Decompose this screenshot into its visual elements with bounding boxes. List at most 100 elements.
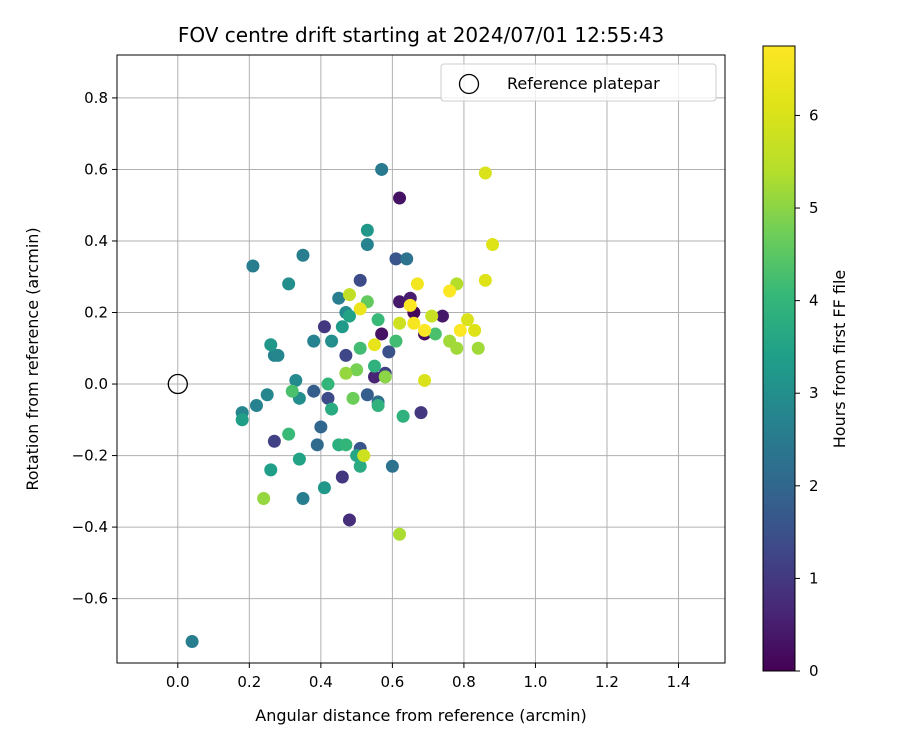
data-point: [360, 238, 374, 252]
data-point: [296, 491, 310, 505]
data-point: [339, 438, 353, 452]
colorbar-gradient: [762, 45, 796, 672]
data-point: [360, 223, 374, 237]
x-tick-label: 0.0: [166, 673, 190, 691]
data-point: [350, 363, 364, 377]
y-tick-label: 0.8: [84, 89, 108, 107]
chart-title: FOV centre drift starting at 2024/07/01 …: [178, 23, 664, 47]
data-point: [450, 341, 464, 355]
data-point: [478, 166, 492, 180]
data-point: [382, 345, 396, 359]
data-point: [310, 438, 324, 452]
data-point: [418, 373, 432, 387]
data-point: [332, 291, 346, 305]
colorbar-tick-label: 5: [809, 199, 819, 217]
data-point: [264, 338, 278, 352]
data-point: [235, 413, 249, 427]
data-point: [339, 348, 353, 362]
data-point: [264, 463, 278, 477]
data-point: [389, 334, 403, 348]
data-point: [403, 298, 417, 312]
data-point: [292, 452, 306, 466]
x-tick-label: 1.0: [524, 673, 548, 691]
y-tick-label: −0.2: [72, 447, 108, 465]
colorbar-tick-label: 3: [809, 384, 819, 402]
data-point: [385, 459, 399, 473]
colorbar-tick-label: 0: [809, 662, 819, 680]
data-point: [418, 323, 432, 337]
data-point: [314, 420, 328, 434]
data-point: [321, 377, 335, 391]
data-point: [342, 309, 356, 323]
data-point: [353, 273, 367, 287]
colorbar-tick-label: 4: [809, 292, 819, 310]
data-point: [468, 323, 482, 337]
data-point: [353, 302, 367, 316]
data-point: [325, 334, 339, 348]
x-tick-label: 1.2: [595, 673, 619, 691]
x-tick-label: 0.4: [309, 673, 333, 691]
data-points: [185, 162, 500, 649]
colorbar-tick-label: 1: [809, 569, 819, 587]
data-point: [342, 288, 356, 302]
data-point: [393, 316, 407, 330]
data-point: [368, 359, 382, 373]
data-point: [289, 373, 303, 387]
data-point: [339, 366, 353, 380]
x-axis-label: Angular distance from reference (arcmin): [255, 706, 586, 725]
data-point: [486, 238, 500, 252]
data-point: [307, 334, 321, 348]
data-point: [257, 491, 271, 505]
reference-marker: [167, 373, 188, 395]
data-point: [478, 273, 492, 287]
x-tick-label: 0.2: [237, 673, 261, 691]
y-tick-label: −0.4: [72, 518, 108, 536]
data-point: [335, 320, 349, 334]
data-point: [460, 313, 474, 327]
data-point: [271, 348, 285, 362]
data-point: [325, 402, 339, 416]
data-point: [353, 341, 367, 355]
data-point: [393, 527, 407, 541]
colorbar-tick-label: 6: [809, 106, 819, 124]
colorbar: 0 1 2 3 4 5 6 Hours from first FF file: [762, 45, 849, 680]
y-tick-label: 0.6: [84, 160, 108, 178]
y-tick-label: 0.0: [84, 375, 108, 393]
data-point: [375, 327, 389, 341]
colorbar-tick-label: 2: [809, 477, 819, 495]
legend-box: [440, 63, 717, 102]
data-point: [393, 295, 407, 309]
data-point: [357, 449, 371, 463]
data-point: [407, 316, 421, 330]
data-point: [425, 309, 439, 323]
data-point: [368, 370, 382, 384]
data-point: [443, 284, 457, 298]
data-point: [410, 277, 424, 291]
data-point: [389, 252, 403, 266]
plot-frame: [116, 54, 726, 664]
colorbar-ticks: 0 1 2 3 4 5 6: [795, 106, 819, 680]
x-axis-ticks: 0.0 0.2 0.4 0.6 0.8 1.0 1.2 1.4: [166, 663, 691, 691]
y-tick-label: 0.4: [84, 232, 108, 250]
data-point: [435, 309, 449, 323]
data-point: [317, 320, 331, 334]
x-tick-label: 0.6: [380, 673, 404, 691]
data-point: [346, 391, 360, 405]
data-point: [246, 259, 260, 273]
x-tick-label: 1.4: [667, 673, 691, 691]
data-point: [307, 384, 321, 398]
data-point: [371, 313, 385, 327]
data-point: [353, 459, 367, 473]
data-point: [393, 191, 407, 205]
data-point: [282, 427, 296, 441]
data-point: [282, 277, 296, 291]
reference-point: [167, 373, 188, 395]
data-point: [321, 391, 335, 405]
y-tick-label: 0.2: [84, 304, 108, 322]
data-point: [471, 341, 485, 355]
data-point: [375, 162, 389, 176]
colorbar-label: Hours from first FF file: [830, 270, 849, 449]
x-tick-label: 0.8: [452, 673, 476, 691]
data-point: [453, 323, 467, 337]
